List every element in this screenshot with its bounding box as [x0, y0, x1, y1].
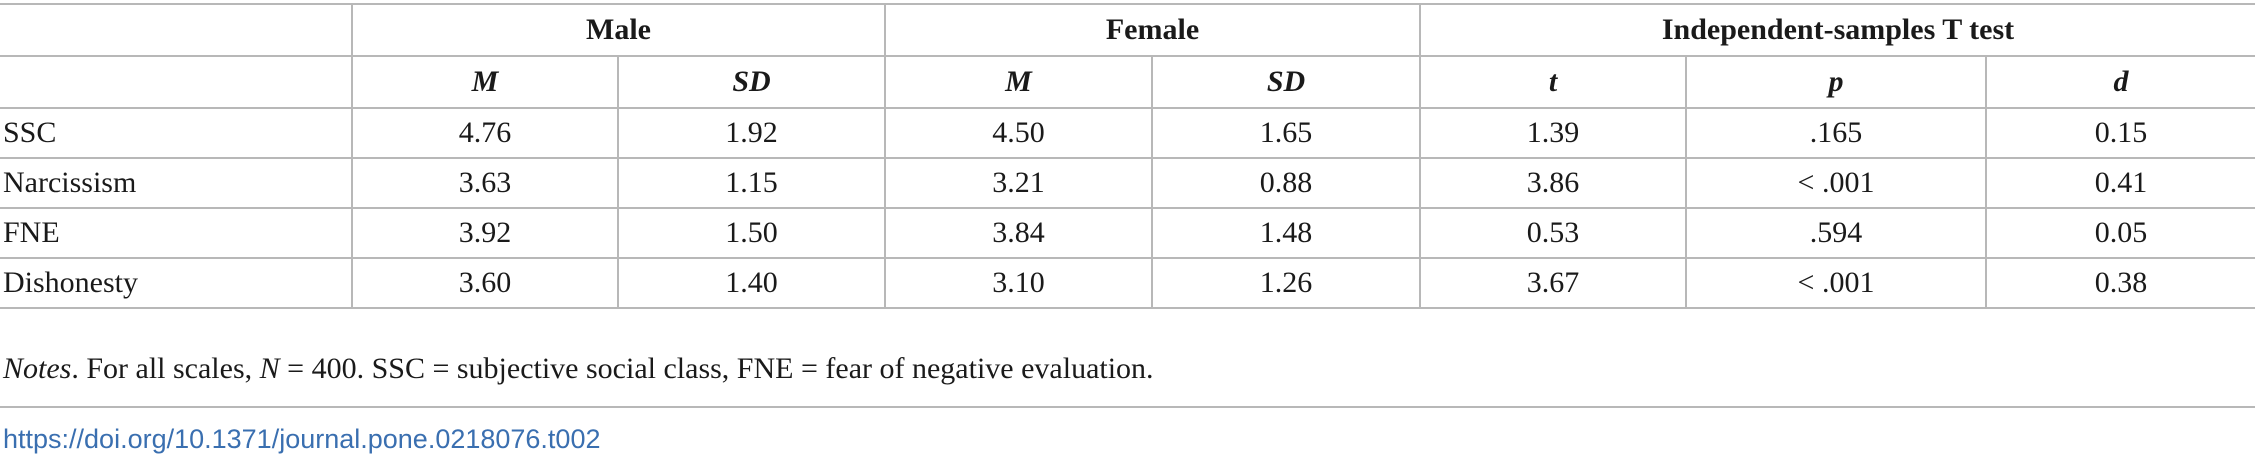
cell-female-sd: 0.88: [1151, 157, 1421, 209]
subheader-p: p: [1685, 55, 1987, 109]
cell-female-m: 3.21: [884, 157, 1153, 209]
cell-male-sd: 1.92: [617, 107, 886, 159]
notes-text-part1: . For all scales,: [71, 352, 260, 385]
row-label: Narcissism: [0, 157, 353, 209]
doi-link[interactable]: https://doi.org/10.1371/journal.pone.021…: [3, 424, 601, 454]
cell-d: 0.41: [1984, 157, 2255, 209]
subheader-female-m: M: [884, 55, 1153, 109]
notes-n-symbol: N: [259, 352, 280, 385]
cell-p: < .001: [1685, 157, 1987, 209]
cell-female-sd: 1.26: [1151, 257, 1421, 309]
cell-t: 3.67: [1419, 257, 1687, 309]
cell-p: .594: [1685, 207, 1987, 259]
cell-male-m: 3.60: [351, 257, 619, 309]
notes-lead: Notes: [3, 352, 72, 385]
subheader-row: M SD M SD t p d: [0, 55, 2255, 109]
subheader-t: t: [1419, 55, 1687, 109]
cell-t: 1.39: [1419, 107, 1687, 159]
table-row: Dishonesty 3.60 1.40 3.10 1.26 3.67 < .0…: [0, 257, 2255, 309]
cell-male-m: 3.63: [351, 157, 619, 209]
cell-female-sd: 1.65: [1151, 107, 1421, 159]
cell-female-m: 3.84: [884, 207, 1153, 259]
cell-d: 0.15: [1984, 107, 2255, 159]
group-header-ttest: Independent-samples T test: [1418, 3, 2255, 57]
group-header-row: Male Female Independent-samples T test: [0, 3, 2255, 57]
subheader-female-sd: SD: [1151, 55, 1421, 109]
group-header-female: Female: [884, 3, 1421, 57]
subheader-male-m: M: [351, 55, 619, 109]
notes-text-part2: = 400. SSC = subjective social class, FN…: [279, 352, 1154, 385]
divider-line: [0, 406, 2255, 408]
table-row: SSC 4.76 1.92 4.50 1.65 1.39 .165 0.15: [0, 107, 2255, 159]
row-label: Dishonesty: [0, 257, 353, 309]
group-header-male: Male: [351, 3, 886, 57]
results-table: Male Female Independent-samples T test M…: [0, 3, 2255, 309]
row-label: FNE: [0, 207, 353, 259]
table-notes: Notes. For all scales, N = 400. SSC = su…: [3, 352, 1154, 386]
cell-male-sd: 1.50: [617, 207, 886, 259]
table-row: Narcissism 3.63 1.15 3.21 0.88 3.86 < .0…: [0, 157, 2255, 209]
table-row: FNE 3.92 1.50 3.84 1.48 0.53 .594 0.05: [0, 207, 2255, 259]
cell-p: < .001: [1685, 257, 1987, 309]
cell-male-sd: 1.40: [617, 257, 886, 309]
cell-d: 0.05: [1984, 207, 2255, 259]
cell-t: 3.86: [1419, 157, 1687, 209]
group-header-empty: [0, 3, 353, 57]
cell-female-m: 3.10: [884, 257, 1153, 309]
cell-t: 0.53: [1419, 207, 1687, 259]
results-table-container: Male Female Independent-samples T test M…: [0, 3, 2255, 309]
cell-female-m: 4.50: [884, 107, 1153, 159]
subheader-d: d: [1984, 55, 2255, 109]
cell-d: 0.38: [1984, 257, 2255, 309]
cell-female-sd: 1.48: [1151, 207, 1421, 259]
cell-p: .165: [1685, 107, 1987, 159]
row-label: SSC: [0, 107, 353, 159]
cell-male-m: 3.92: [351, 207, 619, 259]
cell-male-m: 4.76: [351, 107, 619, 159]
subheader-empty: [0, 55, 353, 109]
subheader-male-sd: SD: [617, 55, 886, 109]
cell-male-sd: 1.15: [617, 157, 886, 209]
